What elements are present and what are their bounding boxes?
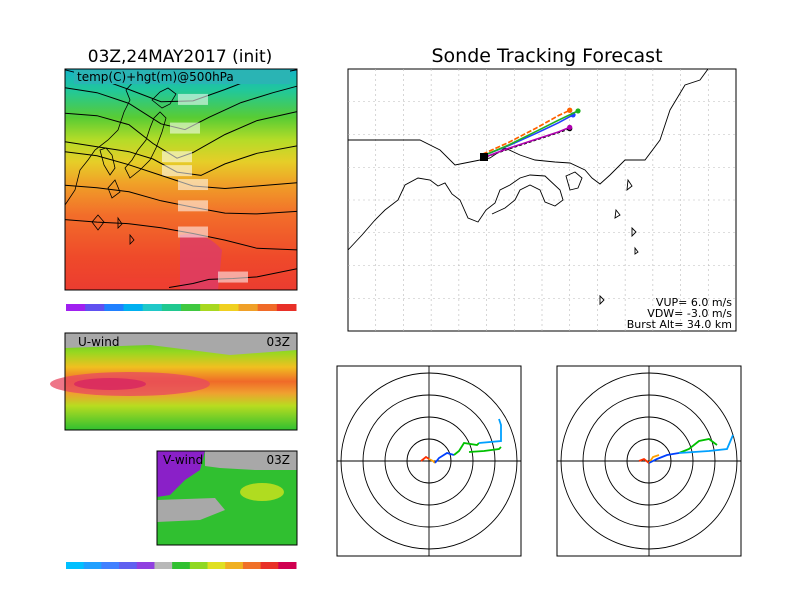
panel-uwind: U-wind 03Z [50, 332, 298, 431]
colorbar-swatch [238, 304, 259, 311]
colorbar-swatch [119, 562, 138, 569]
coastlines [64, 79, 177, 245]
colorbar-swatch [189, 562, 209, 569]
burst-point [575, 108, 581, 114]
burst-point [567, 124, 573, 130]
colorbar-swatch [276, 304, 297, 311]
panel-500hpa: temp(C)+hgt(m)@500hPa [64, 68, 298, 311]
contour-label-bg [178, 226, 208, 238]
uwind-negative-region [65, 333, 297, 355]
colorbar-swatch [257, 304, 278, 311]
hodograph-trace [428, 458, 436, 464]
contour-5700 [64, 151, 298, 190]
colorbar-swatch [260, 562, 279, 569]
colorbar-swatch [142, 304, 163, 311]
panel-label-bg [74, 70, 290, 84]
colorbar-swatch [200, 304, 220, 311]
colorbar-swatch [225, 562, 244, 569]
warm-pocket [120, 278, 180, 290]
track-line [483, 110, 579, 157]
vup-text: VUP= 6.0 m/s [656, 296, 732, 309]
hodograph-left [336, 365, 522, 557]
hodograph-trace [678, 438, 718, 454]
vwind-neutral-region [205, 451, 297, 470]
colorbar-swatch [101, 562, 120, 569]
track-map: VUP= 6.0 m/s VDW= -3.0 m/s Burst Alt= 34… [347, 68, 737, 332]
panel-frame [64, 332, 298, 431]
launch-site-marker [480, 153, 488, 161]
colorbar-swatch [104, 304, 124, 311]
colorbar-swatch [181, 304, 201, 311]
vwind-neutral-region [157, 498, 225, 522]
contour-label-bg [170, 122, 200, 134]
hodograph-trace [478, 418, 502, 444]
hodograph-right [556, 365, 742, 557]
colorbar-swatch [242, 562, 262, 569]
wind-colorbar [66, 562, 297, 569]
vwind-label: V-wind [163, 453, 203, 467]
hodograph-trace [678, 434, 734, 454]
colorbar-swatch [123, 304, 144, 311]
left-title: 03Z,24MAY2017 (init) [88, 47, 273, 67]
panel-frame [64, 68, 298, 291]
vwind-positive-core [240, 483, 284, 501]
colorbar-swatch [278, 562, 297, 569]
sonde-tracks [482, 107, 581, 158]
warm-pocket [180, 234, 222, 290]
contour-label-bg [178, 93, 208, 105]
map-grid [348, 69, 736, 331]
hodograph-trace [638, 457, 650, 464]
uwind-time: 03Z [267, 335, 291, 349]
temperature-colorbar [66, 304, 297, 311]
contour-label-bg [162, 165, 192, 177]
map-coastlines [347, 68, 709, 306]
colorbar-swatch [136, 562, 155, 569]
panel-vwind: V-wind 03Z [156, 450, 298, 546]
track-line [485, 126, 571, 158]
colorbar-swatch [83, 562, 102, 569]
contour-label-bg [162, 151, 192, 163]
vwind-negative-region [157, 451, 205, 497]
hodograph-trace [648, 452, 680, 464]
colorbar-swatch [172, 562, 191, 569]
contour-5800 [64, 219, 298, 251]
contour-label-bg [178, 200, 208, 212]
colorbar-swatch [161, 304, 182, 311]
vwind-time: 03Z [267, 453, 291, 467]
contour-label-bg [178, 179, 208, 191]
colorbar-swatch [154, 562, 173, 569]
contour-label-bg [218, 271, 248, 283]
right-title: Sonde Tracking Forecast [431, 45, 662, 67]
contour-5750 [64, 184, 298, 215]
hodograph-trace [434, 452, 455, 464]
vdw-text: VDW= -3.0 m/s [647, 307, 732, 320]
colorbar-swatch [66, 562, 85, 569]
colorbar-swatch [219, 304, 239, 311]
burst-text: Burst Alt= 34.0 km [627, 318, 732, 331]
track-line [482, 109, 571, 155]
panel-500hpa-label: temp(C)+hgt(m)@500hPa [77, 70, 234, 84]
burst-point [567, 107, 573, 113]
colorbar-swatch [207, 562, 226, 569]
hodograph-trace [453, 442, 480, 456]
hodograph-trace [420, 455, 430, 462]
hodograph-trace [468, 446, 502, 453]
jet-core-max [74, 378, 146, 390]
panel-frame [156, 450, 298, 546]
hodograph-trace [648, 454, 660, 464]
uwind-label: U-wind [78, 335, 119, 349]
colorbar-swatch [66, 304, 86, 311]
colorbar-swatch [85, 304, 105, 311]
